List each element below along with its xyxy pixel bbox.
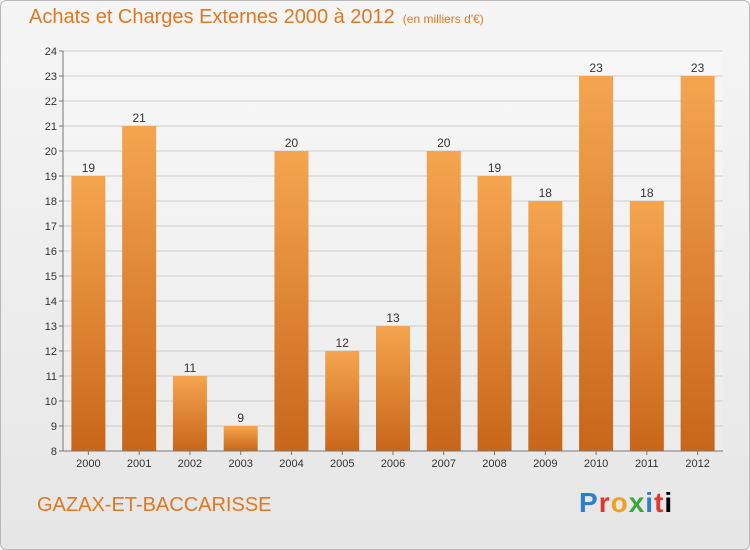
- x-axis-ticks: 2000 2001 2002 2003 2004 2005 2006 2007 2008 2009…: [76, 451, 710, 470]
- bar-2008: [477, 176, 512, 451]
- y-tick-label: 20: [45, 146, 57, 158]
- bar-value-label-2001: 21: [132, 111, 146, 125]
- bar-value-label-2008: 19: [488, 161, 502, 175]
- commune-name: GAZAX-ET-BACCARISSE: [37, 494, 272, 516]
- bar-value-label-2002: 11: [184, 361, 197, 375]
- bar-value-label-2005: 12: [336, 336, 350, 350]
- bar-2011: [629, 201, 664, 451]
- y-tick-label: 16: [45, 246, 57, 258]
- logo-letter: i: [645, 487, 655, 518]
- bar-2000: [71, 176, 106, 451]
- y-tick-label: 13: [45, 321, 57, 333]
- y-tick-label: 8: [51, 446, 57, 458]
- x-tick-label-2005: 2005: [330, 458, 354, 470]
- x-tick-label-2011: 2011: [635, 458, 659, 470]
- y-tick-label: 17: [45, 221, 57, 233]
- bar-2012: [680, 76, 715, 451]
- bar-value-label-2007: 20: [437, 136, 451, 150]
- bar-value-label-2009: 18: [539, 186, 553, 200]
- logo-letter: x: [628, 487, 646, 518]
- x-tick-label-2002: 2002: [178, 458, 202, 470]
- y-tick-label: 19: [45, 171, 57, 183]
- y-tick-label: 21: [45, 121, 57, 133]
- bar-2004: [274, 151, 309, 451]
- bar-value-label-2000: 19: [82, 161, 96, 175]
- x-tick-label-2012: 2012: [685, 458, 709, 470]
- y-tick-label: 15: [45, 271, 57, 283]
- y-tick-label: 22: [45, 96, 57, 108]
- bar-2009: [528, 201, 563, 451]
- bars: 19 21 11 9 20 12 13 20 19 18 23 18 23: [71, 61, 715, 451]
- bar-2002: [172, 376, 207, 451]
- bar-2003: [223, 426, 258, 451]
- chart-subtitle: (en milliers d'€): [402, 12, 484, 26]
- y-axis-ticks: 8 9 10 11 12 13 14 15 16 17 18 19 20 21 22 23 24: [45, 46, 63, 458]
- y-tick-label: 24: [45, 46, 57, 58]
- x-tick-label-2008: 2008: [482, 458, 506, 470]
- x-tick-label-2001: 2001: [127, 458, 151, 470]
- y-tick-label: 10: [45, 396, 57, 408]
- bar-value-label-2004: 20: [285, 136, 299, 150]
- bar-2006: [376, 326, 410, 451]
- bar-value-label-2011: 18: [640, 186, 654, 200]
- chart-title: Achats et Charges Externes 2000 à 2012 (e…: [29, 6, 484, 29]
- logo-letter: t: [654, 487, 665, 518]
- bar-2010: [579, 76, 614, 451]
- x-tick-label-2000: 2000: [76, 458, 100, 470]
- proxiti-logo: Proxiti: [579, 487, 673, 519]
- bar-2001: [122, 126, 157, 451]
- logo-letter: i: [664, 487, 674, 518]
- bar-2007: [426, 151, 461, 451]
- x-tick-label-2004: 2004: [279, 458, 303, 470]
- x-tick-label-2010: 2010: [584, 458, 608, 470]
- y-tick-label: 9: [51, 421, 57, 433]
- bar-value-label-2012: 23: [691, 61, 705, 75]
- chart-title-text: Achats et Charges Externes 2000 à 2012: [29, 6, 395, 28]
- y-tick-label: 11: [46, 371, 57, 383]
- x-tick-label-2003: 2003: [228, 458, 252, 470]
- bar-value-label-2003: 9: [237, 411, 244, 425]
- logo-letter: o: [610, 487, 629, 518]
- x-tick-label-2007: 2007: [432, 458, 456, 470]
- bar-value-label-2006: 13: [386, 311, 400, 325]
- x-tick-label-2009: 2009: [533, 458, 557, 470]
- logo-letter: r: [598, 487, 611, 518]
- x-tick-label-2006: 2006: [381, 458, 405, 470]
- logo-letter: P: [579, 487, 599, 518]
- y-tick-label: 14: [45, 296, 57, 308]
- bar-value-label-2010: 23: [589, 61, 603, 75]
- bar-2005: [325, 351, 360, 451]
- y-tick-label: 23: [45, 71, 57, 83]
- y-tick-label: 18: [45, 196, 57, 208]
- y-tick-label: 12: [45, 346, 57, 358]
